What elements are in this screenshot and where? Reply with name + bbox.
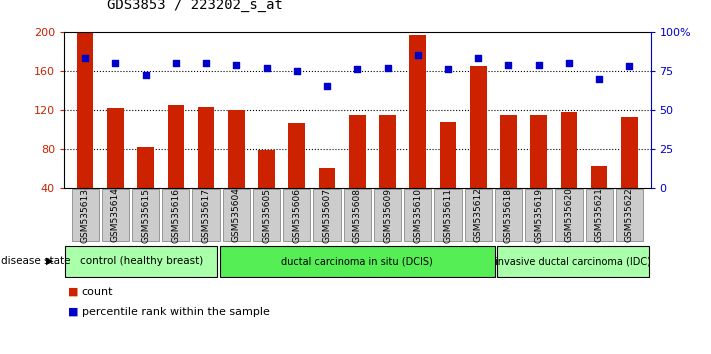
- Text: disease state: disease state: [1, 256, 70, 266]
- Text: GSM535615: GSM535615: [141, 188, 150, 242]
- FancyBboxPatch shape: [525, 189, 552, 241]
- FancyBboxPatch shape: [495, 189, 522, 241]
- Point: [594, 76, 605, 81]
- FancyBboxPatch shape: [102, 189, 129, 241]
- Point: [230, 62, 242, 67]
- Text: GSM535614: GSM535614: [111, 188, 120, 242]
- Bar: [168, 105, 184, 227]
- Bar: [410, 35, 426, 227]
- Bar: [500, 115, 517, 227]
- Bar: [530, 115, 547, 227]
- Text: GSM535610: GSM535610: [413, 188, 422, 242]
- Text: GSM535612: GSM535612: [474, 188, 483, 242]
- Text: GSM535611: GSM535611: [444, 188, 452, 242]
- Bar: [228, 110, 245, 227]
- Point: [201, 60, 212, 66]
- Point: [382, 65, 393, 70]
- FancyBboxPatch shape: [404, 189, 432, 241]
- Text: GSM535619: GSM535619: [534, 188, 543, 242]
- FancyBboxPatch shape: [283, 189, 311, 241]
- Bar: [319, 168, 336, 227]
- Point: [170, 60, 181, 66]
- Point: [624, 63, 635, 69]
- Point: [533, 62, 545, 67]
- Text: ▶: ▶: [46, 256, 53, 266]
- Bar: [591, 166, 607, 227]
- Point: [261, 65, 272, 70]
- Text: GSM535604: GSM535604: [232, 188, 241, 242]
- Text: invasive ductal carcinoma (IDC): invasive ductal carcinoma (IDC): [496, 256, 651, 266]
- FancyBboxPatch shape: [162, 189, 189, 241]
- Text: GSM535607: GSM535607: [323, 188, 331, 242]
- FancyBboxPatch shape: [220, 246, 495, 276]
- Point: [412, 52, 424, 58]
- Text: ■: ■: [68, 287, 78, 297]
- Text: GSM535609: GSM535609: [383, 188, 392, 242]
- Bar: [107, 108, 124, 227]
- FancyBboxPatch shape: [464, 189, 492, 241]
- Point: [563, 60, 574, 66]
- Bar: [198, 107, 215, 227]
- Text: GSM535622: GSM535622: [625, 188, 634, 242]
- Point: [321, 84, 333, 89]
- FancyBboxPatch shape: [498, 246, 649, 276]
- Text: GSM535608: GSM535608: [353, 188, 362, 242]
- Bar: [439, 122, 456, 227]
- Text: GSM535613: GSM535613: [80, 188, 90, 242]
- Point: [442, 67, 454, 72]
- Bar: [258, 150, 275, 227]
- Bar: [560, 112, 577, 227]
- FancyBboxPatch shape: [223, 189, 250, 241]
- Bar: [349, 115, 365, 227]
- Point: [503, 62, 514, 67]
- Bar: [77, 33, 93, 227]
- Point: [80, 56, 91, 61]
- FancyBboxPatch shape: [343, 189, 371, 241]
- FancyBboxPatch shape: [253, 189, 280, 241]
- Text: percentile rank within the sample: percentile rank within the sample: [82, 307, 269, 316]
- FancyBboxPatch shape: [314, 189, 341, 241]
- Text: count: count: [82, 287, 113, 297]
- Bar: [621, 116, 638, 227]
- Text: GSM535605: GSM535605: [262, 188, 271, 242]
- Text: GSM535621: GSM535621: [594, 188, 604, 242]
- Bar: [379, 115, 396, 227]
- FancyBboxPatch shape: [434, 189, 461, 241]
- Text: GSM535616: GSM535616: [171, 188, 181, 242]
- Point: [109, 60, 121, 66]
- FancyBboxPatch shape: [374, 189, 401, 241]
- Text: GSM535620: GSM535620: [565, 188, 574, 242]
- Text: GDS3853 / 223202_s_at: GDS3853 / 223202_s_at: [107, 0, 282, 12]
- Point: [291, 68, 302, 74]
- Text: control (healthy breast): control (healthy breast): [80, 256, 203, 266]
- FancyBboxPatch shape: [132, 189, 159, 241]
- Text: GSM535618: GSM535618: [504, 188, 513, 242]
- Text: GSM535617: GSM535617: [202, 188, 210, 242]
- Point: [473, 56, 484, 61]
- FancyBboxPatch shape: [616, 189, 643, 241]
- Text: GSM535606: GSM535606: [292, 188, 301, 242]
- FancyBboxPatch shape: [586, 189, 613, 241]
- Bar: [470, 66, 486, 227]
- FancyBboxPatch shape: [65, 246, 217, 276]
- Text: ductal carcinoma in situ (DCIS): ductal carcinoma in situ (DCIS): [282, 256, 433, 266]
- FancyBboxPatch shape: [72, 189, 99, 241]
- Bar: [289, 124, 305, 227]
- FancyBboxPatch shape: [193, 189, 220, 241]
- Text: ■: ■: [68, 307, 78, 316]
- Bar: [137, 147, 154, 227]
- FancyBboxPatch shape: [555, 189, 582, 241]
- Point: [352, 67, 363, 72]
- Point: [140, 73, 151, 78]
